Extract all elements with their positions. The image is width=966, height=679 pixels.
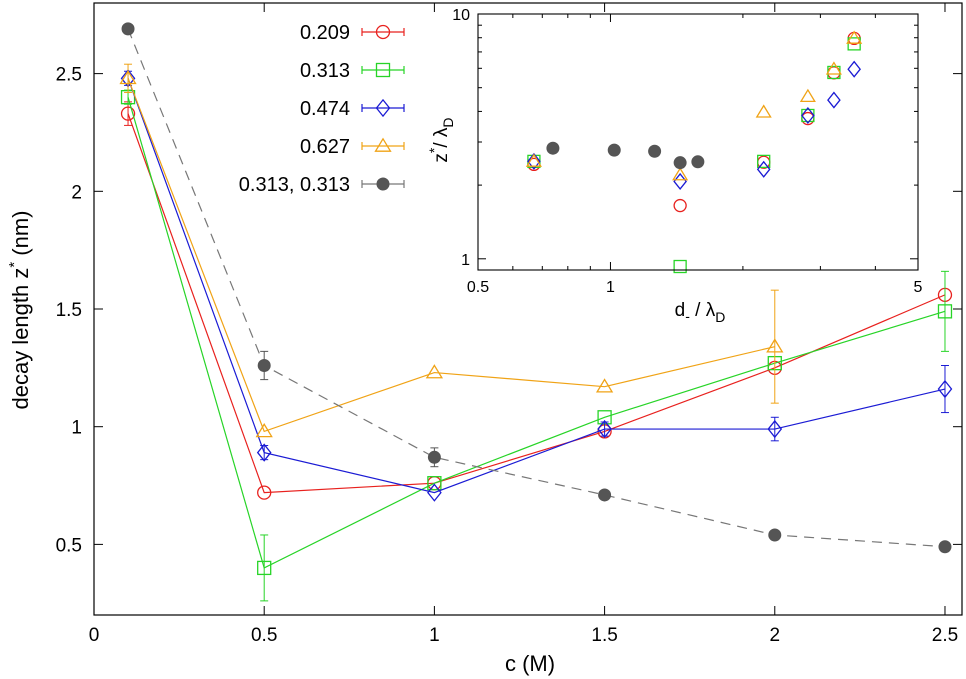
- inset-background: [478, 14, 918, 270]
- inset-data-point: [673, 172, 687, 190]
- data-point: [937, 379, 953, 399]
- data-point: [595, 378, 614, 393]
- inset-data-point: [673, 259, 687, 274]
- inset-x-axis-label: d- / λD: [675, 300, 726, 325]
- data-point: [425, 364, 444, 379]
- main-y-tick-label: 2: [71, 182, 82, 203]
- inset-data-point: [801, 106, 815, 125]
- inset-data-point: [673, 156, 687, 170]
- inset-x-axis-label-sub: -: [685, 308, 690, 324]
- legend-marker: [375, 62, 391, 78]
- main-y-tick-label: 1: [71, 418, 82, 439]
- legend-label: 0.313, 0.313: [239, 174, 350, 196]
- series-line-3: [127, 78, 775, 433]
- main-y-tick-label: 2.5: [56, 65, 82, 86]
- inset-data-point: [847, 37, 861, 51]
- inset-y-axis-label-tail-sub: D: [440, 117, 456, 127]
- data-point: [257, 358, 271, 372]
- data-point: [427, 483, 442, 502]
- inset-data-point: [691, 155, 705, 169]
- main-x-tick-label: 1: [429, 625, 440, 646]
- data-point: [119, 69, 137, 85]
- legend-label: 0.627: [300, 136, 350, 158]
- inset-axes: 0.5 1 5 1 10: [452, 7, 922, 296]
- inset-data-point: [756, 160, 771, 178]
- main-x-tick-label: 2.5: [932, 625, 958, 646]
- data-point: [257, 485, 272, 500]
- data-point: [257, 560, 272, 576]
- data-point: [120, 106, 136, 121]
- legend-marker: [374, 137, 392, 152]
- main-x-tick-label: 2: [769, 625, 780, 646]
- inset-plot: [525, 30, 863, 274]
- inset-data-point: [673, 198, 687, 213]
- inset-data-point: [672, 167, 689, 181]
- main-x-axis-label: c (M): [505, 651, 555, 676]
- main-y-axis-label-unit: (nm): [8, 210, 33, 261]
- data-point: [597, 419, 612, 439]
- main-axes: 0 0.5 1 1.5 2 2.5 0.5 1 1.5 2 2.5: [56, 3, 962, 646]
- inset-data-point: [825, 61, 842, 75]
- inset-data-point: [525, 153, 542, 167]
- data-point: [768, 528, 782, 542]
- data-point: [767, 419, 783, 439]
- inset-x-axis-label-main: d: [675, 300, 686, 321]
- inset-data-point: [755, 104, 772, 118]
- legend-label: 0.313: [300, 60, 350, 82]
- data-point: [598, 488, 612, 502]
- inset-data-point: [648, 144, 662, 158]
- main-x-tick-label: 1.5: [591, 625, 617, 646]
- main-y-axis-label-main: decay length z: [8, 268, 33, 410]
- series-line-0: [127, 113, 946, 494]
- inset-data-point: [799, 88, 816, 103]
- inset-x-tick-label: 0.5: [467, 279, 489, 296]
- main-y-axis-label-sup: *: [6, 262, 23, 268]
- inset-y-axis-label-main: z: [431, 153, 452, 163]
- inset-x-axis-label-tail-sub: D: [715, 309, 725, 325]
- inset-y-tick-label: 1: [461, 252, 470, 269]
- data-point: [427, 476, 442, 491]
- main-y-tick-label: 0.5: [56, 535, 82, 556]
- data-point: [937, 304, 953, 319]
- data-point: [255, 422, 273, 438]
- inset-data-point: [827, 91, 841, 109]
- data-point: [256, 443, 272, 462]
- inset-y-axis-label-sup: *: [426, 147, 442, 153]
- inset-y-axis-label: z*/ λD: [426, 117, 456, 162]
- legend-marker: [376, 177, 390, 191]
- main-x-tick-label: 0.5: [251, 625, 277, 646]
- inset-data-point: [846, 30, 863, 44]
- data-point: [427, 450, 441, 464]
- inset-data-point: [847, 60, 861, 78]
- legend-marker: [375, 24, 391, 40]
- legend: 0.209 0.313 0.474 0.627 0.313, 0.313: [239, 22, 405, 196]
- inset-data-point: [527, 152, 541, 170]
- legend-marker: [375, 98, 391, 118]
- series-line-1: [127, 96, 946, 569]
- inset-data-point: [546, 141, 560, 155]
- inset-data-point: [757, 154, 771, 169]
- series-line-2: [127, 78, 946, 494]
- inset-y-tick-label: 10: [452, 7, 470, 24]
- main-y-axis-label: decay length z* (nm): [6, 210, 33, 409]
- main-x-tick-label: 0: [89, 625, 100, 646]
- main-y-tick-label: 1.5: [56, 300, 82, 321]
- inset-data-point: [607, 143, 621, 157]
- data-point: [938, 540, 952, 554]
- inset-x-axis-label-tail: / λ: [690, 300, 716, 321]
- legend-label: 0.474: [300, 98, 350, 120]
- main-plot: [119, 22, 953, 602]
- data-point: [766, 338, 784, 353]
- legend-label: 0.209: [300, 22, 350, 44]
- data-point: [121, 22, 135, 36]
- inset-x-tick-label: 1: [606, 279, 615, 296]
- inset-y-axis-label-tail: / λ: [431, 127, 452, 148]
- inset-x-tick-label: 5: [914, 279, 923, 296]
